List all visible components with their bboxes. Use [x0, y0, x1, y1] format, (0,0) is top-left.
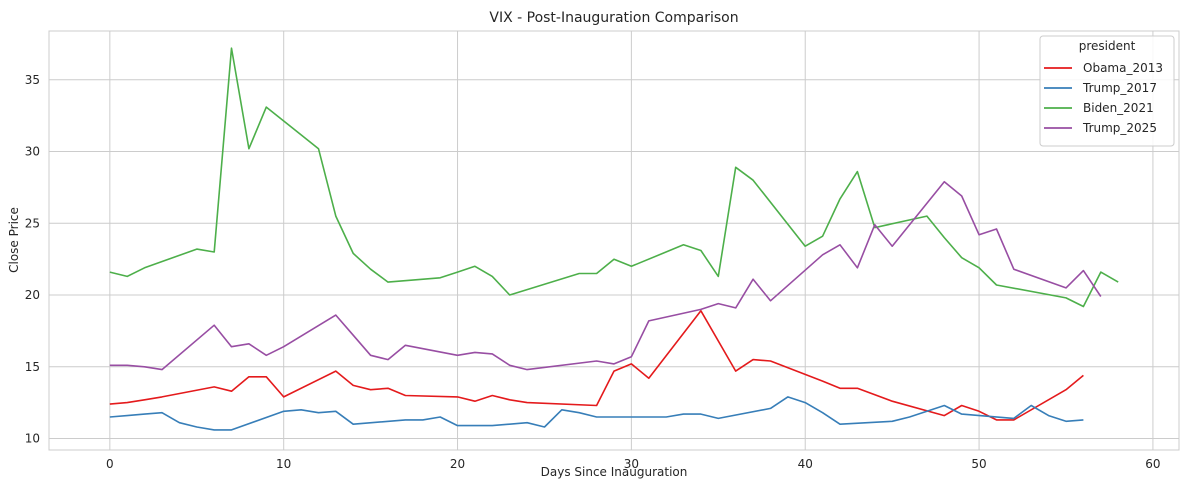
x-axis-label: Days Since Inauguration: [541, 465, 688, 479]
legend-box: [1039, 35, 1175, 147]
y-tick-labels: 10 15 20 25 30 35: [25, 73, 40, 446]
x-tick-label: 30: [624, 457, 639, 471]
series-line-obama-2013: [109, 309, 1084, 421]
x-tick-label: 0: [106, 457, 114, 471]
x-tick-label: 50: [971, 457, 986, 471]
x-tick-label: 10: [276, 457, 291, 471]
x-tick-label: 60: [1145, 457, 1160, 471]
y-tick-label: 25: [25, 216, 40, 230]
series-line-biden-2021: [109, 47, 1119, 308]
legend-label: Trump_2017: [1082, 81, 1157, 95]
legend: president Obama_2013 Trump_2017 Biden_2021…: [1039, 35, 1175, 147]
legend-label: Trump_2025: [1082, 121, 1157, 135]
y-tick-label: 15: [25, 360, 40, 374]
y-tick-label: 20: [25, 288, 40, 302]
series-line-trump-2017: [109, 396, 1084, 431]
y-tick-label: 35: [25, 73, 40, 87]
legend-entries: Obama_2013 Trump_2017 Biden_2021 Trump_2025: [1044, 61, 1163, 135]
y-tick-label: 30: [25, 145, 40, 159]
legend-label: Biden_2021: [1083, 101, 1154, 115]
chart-title: VIX - Post-Inauguration Comparison: [489, 10, 738, 26]
x-tick-label: 40: [798, 457, 813, 471]
x-tick-label: 20: [450, 457, 465, 471]
legend-label: Obama_2013: [1083, 61, 1163, 75]
legend-title: president: [1079, 39, 1136, 53]
plot-area: [48, 30, 1180, 451]
series-group: [109, 47, 1119, 431]
series-line-trump-2025: [109, 180, 1102, 371]
y-axis-label: Close Price: [7, 207, 21, 273]
y-tick-label: 10: [25, 432, 40, 446]
x-tick-labels: 0 10 20 30 40 50 60: [106, 457, 1161, 471]
